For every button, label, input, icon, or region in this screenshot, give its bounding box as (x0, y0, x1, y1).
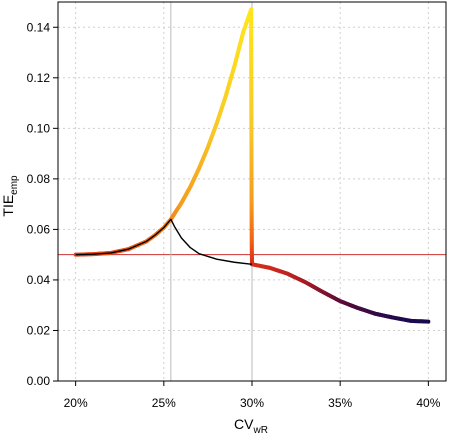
x-tick-label-2: 30% (240, 396, 264, 410)
y-tick-label-7: 0.14 (27, 20, 51, 34)
y-tick-label-2: 0.04 (27, 273, 51, 287)
y-tick-label-6: 0.12 (27, 71, 51, 85)
y-tick-label-3: 0.06 (27, 222, 51, 236)
y-tick-label-4: 0.08 (27, 172, 51, 186)
y-axis-title-main: TIE (0, 195, 16, 217)
x-tick-label-0: 20% (64, 396, 88, 410)
x-axis: 20% 25% 30% 35% 40% (64, 381, 441, 410)
x-axis-title: CVwR (234, 416, 268, 436)
y-tick-label-5: 0.10 (27, 121, 51, 135)
x-tick-label-3: 35% (328, 396, 352, 410)
x-tick-label-4: 40% (416, 396, 440, 410)
x-axis-title-sub: wR (253, 425, 268, 436)
x-tick-label-1: 25% (152, 396, 176, 410)
y-axis: 0.00 0.02 0.04 0.06 0.08 0.10 0.12 0.14 (27, 20, 58, 388)
y-tick-label-0: 0.00 (27, 374, 51, 388)
x-axis-title-main: CV (234, 416, 254, 432)
y-axis-title: TIEemp (0, 175, 20, 217)
series-0-line (75, 218, 253, 265)
y-tick-label-1: 0.02 (27, 323, 51, 337)
y-axis-title-sub: emp (9, 175, 20, 195)
series-layer (73, 7, 431, 324)
